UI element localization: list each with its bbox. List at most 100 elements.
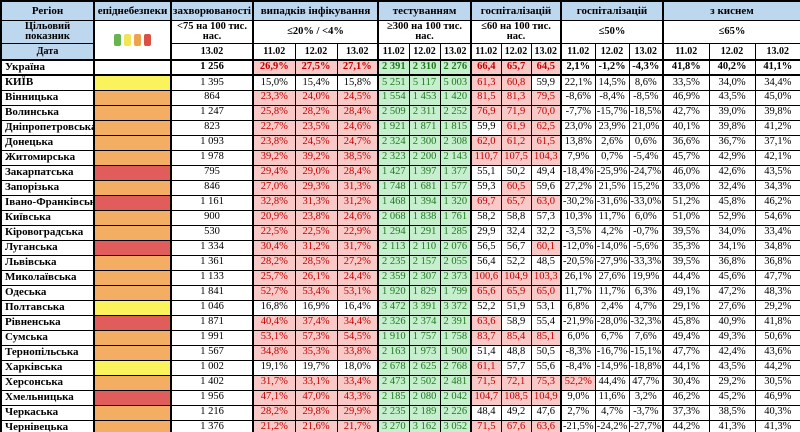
oxygen-usage-cell: 49,1% (662, 284, 710, 301)
region-cell: Україна (0, 59, 95, 76)
hospitalization-change-cell: 26,1% (560, 269, 596, 286)
hospitalization-change-cell: -30,2% (560, 194, 596, 211)
hospitalization-change-cell: -18,8% (628, 359, 664, 376)
oxygen-usage-cell: 37,1% (754, 134, 800, 151)
infection-rate-cell: 37,4% (294, 314, 338, 331)
hospitalization-rate-cell: 51,4 (470, 344, 502, 361)
epid-status-cell (93, 284, 172, 301)
table-row: Львівська 1 361 28,2% 28,5% 27,2% 2 235 2 157 2… (0, 254, 800, 271)
incidence-cell: 1 395 (170, 74, 254, 91)
region-cell: Херсонська (0, 374, 95, 391)
hospitalization-rate-cell: 110,7 (470, 149, 502, 166)
target-oxygen: ≤65% (662, 20, 800, 44)
hospitalization-change-cell: -28,0% (594, 314, 630, 331)
epid-status-cell (93, 164, 172, 181)
hospitalization-change-cell: -8,5% (628, 89, 664, 106)
column-header-hospitalizations-rate: госпіталізацій (470, 0, 562, 21)
table-row: Кіровоградська 530 22,5% 22,5% 22,9% 1 294 1 2… (0, 224, 800, 241)
epid-status-cell (93, 404, 172, 421)
infection-rate-cell: 19,1% (252, 359, 296, 376)
hospitalization-rate-cell: 69,7 (470, 194, 502, 211)
hospitalization-rate-cell: 75,3 (530, 374, 562, 391)
oxygen-usage-cell: 40,2% (708, 59, 756, 76)
table-row: Рівненська 1 871 40,4% 37,4% 34,4% 2 326 2 374… (0, 314, 800, 331)
hospitalization-change-cell: 47,7% (628, 374, 664, 391)
infection-rate-cell: 24,6% (336, 209, 379, 226)
region-cell: Житомирська (0, 149, 95, 166)
region-cell: Вінницька (0, 89, 95, 106)
hospitalization-change-cell: 4,2% (594, 224, 630, 241)
hospitalization-rate-cell: 76,9 (470, 104, 502, 121)
oxygen-usage-cell: 47,7% (662, 344, 710, 361)
infection-rate-cell: 31,2% (294, 239, 338, 256)
hospitalization-change-cell: -33,0% (628, 194, 664, 211)
oxygen-usage-cell: 45,6% (708, 269, 756, 286)
testing-rate-cell: 1 871 (408, 119, 441, 136)
table-row: Запорізька 846 27,0% 29,3% 31,3% 1 748 1 681 1 … (0, 179, 800, 196)
oxygen-usage-cell: 44,2% (662, 419, 710, 432)
hospitalization-rate-cell: 62,0 (470, 134, 502, 151)
testing-rate-cell: 2 391 (439, 314, 472, 331)
infection-rate-cell: 16,9% (294, 299, 338, 316)
testing-rate-cell: 1 554 (377, 89, 410, 106)
hospitalization-change-cell: -18,4% (560, 164, 596, 181)
hospitalization-change-cell: -18,5% (628, 104, 664, 121)
hospitalization-change-cell: -32,3% (628, 314, 664, 331)
oxygen-usage-cell: 48,3% (754, 284, 800, 301)
hospitalization-rate-cell: 81,3 (500, 89, 532, 106)
oxygen-usage-cell: 45,0% (754, 89, 800, 106)
incidence-cell: 1 841 (170, 284, 254, 301)
hospitalization-rate-cell: 60,5 (500, 179, 532, 196)
hospitalization-rate-cell: 59,3 (470, 179, 502, 196)
hospitalization-change-cell: 22,1% (560, 74, 596, 91)
oxygen-usage-cell: 36,7% (708, 134, 756, 151)
infection-rate-cell: 32,8% (252, 194, 296, 211)
oxygen-usage-cell: 38,5% (708, 404, 756, 421)
infection-rate-cell: 47,0% (294, 389, 338, 406)
testing-rate-cell: 2 200 (408, 149, 441, 166)
infection-rate-cell: 34,4% (336, 314, 379, 331)
infection-rate-cell: 28,2% (252, 254, 296, 271)
oxygen-usage-cell: 39,5% (662, 254, 710, 271)
testing-rate-cell: 2 625 (408, 359, 441, 376)
testing-rate-cell: 2 373 (439, 269, 472, 286)
date-header: 13.02 (530, 43, 562, 61)
incidence-cell: 1 247 (170, 104, 254, 121)
hospitalization-rate-cell: 57,7 (500, 359, 532, 376)
testing-rate-cell: 5 117 (408, 74, 441, 91)
oxygen-usage-cell: 33,5% (662, 74, 710, 91)
table-row: Україна 1 256 26,9% 27,5% 27,1% 2 391 2 310 2 2… (0, 59, 800, 76)
hospitalization-change-cell: -4,3% (628, 59, 664, 76)
testing-rate-cell: 1 815 (439, 119, 472, 136)
testing-rate-cell: 3 162 (408, 419, 441, 432)
hospitalization-change-cell: -12,0% (560, 239, 596, 256)
infection-rate-cell: 25,8% (252, 104, 296, 121)
testing-rate-cell: 3 270 (377, 419, 410, 432)
testing-rate-cell: 1 748 (377, 179, 410, 196)
incidence-cell: 864 (170, 89, 254, 106)
hospitalization-rate-cell: 71,9 (500, 104, 532, 121)
risk-level-swatch (114, 34, 121, 46)
infection-rate-cell: 29,0% (294, 164, 338, 181)
hospitalization-change-cell: 8,6% (628, 74, 664, 91)
oxygen-usage-cell: 51,2% (662, 194, 710, 211)
hospitalization-rate-cell: 48,8 (500, 344, 532, 361)
table-row: Сумська 1 991 53,1% 57,3% 54,5% 1 910 1 757 1 7… (0, 329, 800, 346)
risk-level-swatch (134, 34, 141, 46)
infection-rate-cell: 27,2% (336, 254, 379, 271)
hospitalization-rate-cell: 56,7 (500, 239, 532, 256)
hospitalization-change-cell: -16,7% (594, 344, 630, 361)
infection-rate-cell: 22,7% (252, 119, 296, 136)
infection-rate-cell: 31,2% (336, 194, 379, 211)
hospitalization-change-cell: -0,7% (628, 224, 664, 241)
table-row: Івано-Франківська 1 161 32,8% 31,3% 31,2% 1 4… (0, 194, 800, 211)
oxygen-usage-cell: 45,8% (708, 194, 756, 211)
hospitalization-change-cell: 21,0% (628, 119, 664, 136)
target-hospitalizations-rate: ≤60 на 100 тис. нас. (470, 20, 562, 44)
infection-rate-cell: 28,2% (294, 104, 338, 121)
region-cell: Закарпатська (0, 164, 95, 181)
hospitalization-change-cell: 11,6% (594, 389, 630, 406)
hospitalization-rate-cell: 104,9 (530, 389, 562, 406)
incidence-cell: 1 046 (170, 299, 254, 316)
infection-rate-cell: 23,8% (294, 209, 338, 226)
